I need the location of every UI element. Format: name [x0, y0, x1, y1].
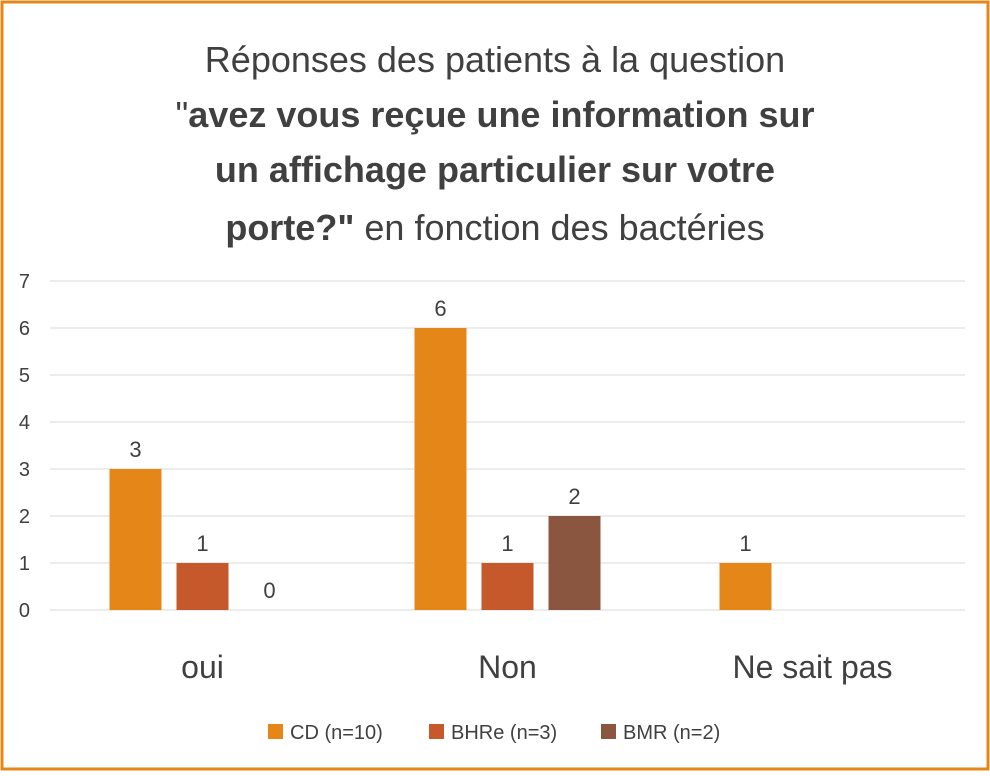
bar [719, 563, 772, 610]
y-tick-label: 6 [19, 318, 30, 340]
chart-title: porte?" en fonction des bactéries [225, 207, 764, 248]
y-tick-label: 7 [19, 271, 30, 293]
value-label: 2 [568, 484, 580, 509]
chart-title: "avez vous reçue une information sur [176, 94, 815, 135]
title-part: " [176, 94, 189, 135]
legend-label: BHRe (n=3) [451, 722, 557, 744]
value-label: 0 [263, 578, 275, 603]
bar [481, 563, 534, 610]
chart-title: Réponses des patients à la question [205, 39, 785, 80]
x-tick-label: Non [478, 649, 537, 685]
value-label: 1 [501, 531, 513, 556]
y-tick-label: 4 [19, 412, 30, 434]
legend-swatch [268, 724, 283, 739]
value-label: 1 [196, 531, 208, 556]
value-label: 3 [129, 437, 141, 462]
legend-label: BMR (n=2) [623, 722, 720, 744]
bar [109, 469, 162, 610]
chart-title: un affichage particulier sur votre [215, 149, 775, 190]
title-part: Réponses des patients à la question [205, 39, 785, 80]
bar [176, 563, 229, 610]
x-tick-label: oui [181, 649, 224, 685]
y-tick-label: 0 [19, 600, 30, 622]
y-tick-label: 1 [19, 553, 30, 575]
title-part: un affichage particulier sur votre [215, 149, 775, 190]
title-part: porte?" [225, 207, 354, 248]
value-label: 1 [739, 531, 751, 556]
y-tick-label: 2 [19, 506, 30, 528]
legend-swatch [601, 724, 616, 739]
legend-swatch [429, 724, 444, 739]
y-tick-label: 5 [19, 365, 30, 387]
y-tick-label: 3 [19, 459, 30, 481]
bar [414, 328, 467, 610]
value-label: 6 [434, 296, 446, 321]
x-tick-label: Ne sait pas [732, 649, 892, 685]
bar [548, 516, 601, 610]
title-part: en fonction des bactéries [354, 207, 764, 248]
title-part: avez vous reçue une information sur [188, 94, 814, 135]
legend-label: CD (n=10) [290, 722, 383, 744]
